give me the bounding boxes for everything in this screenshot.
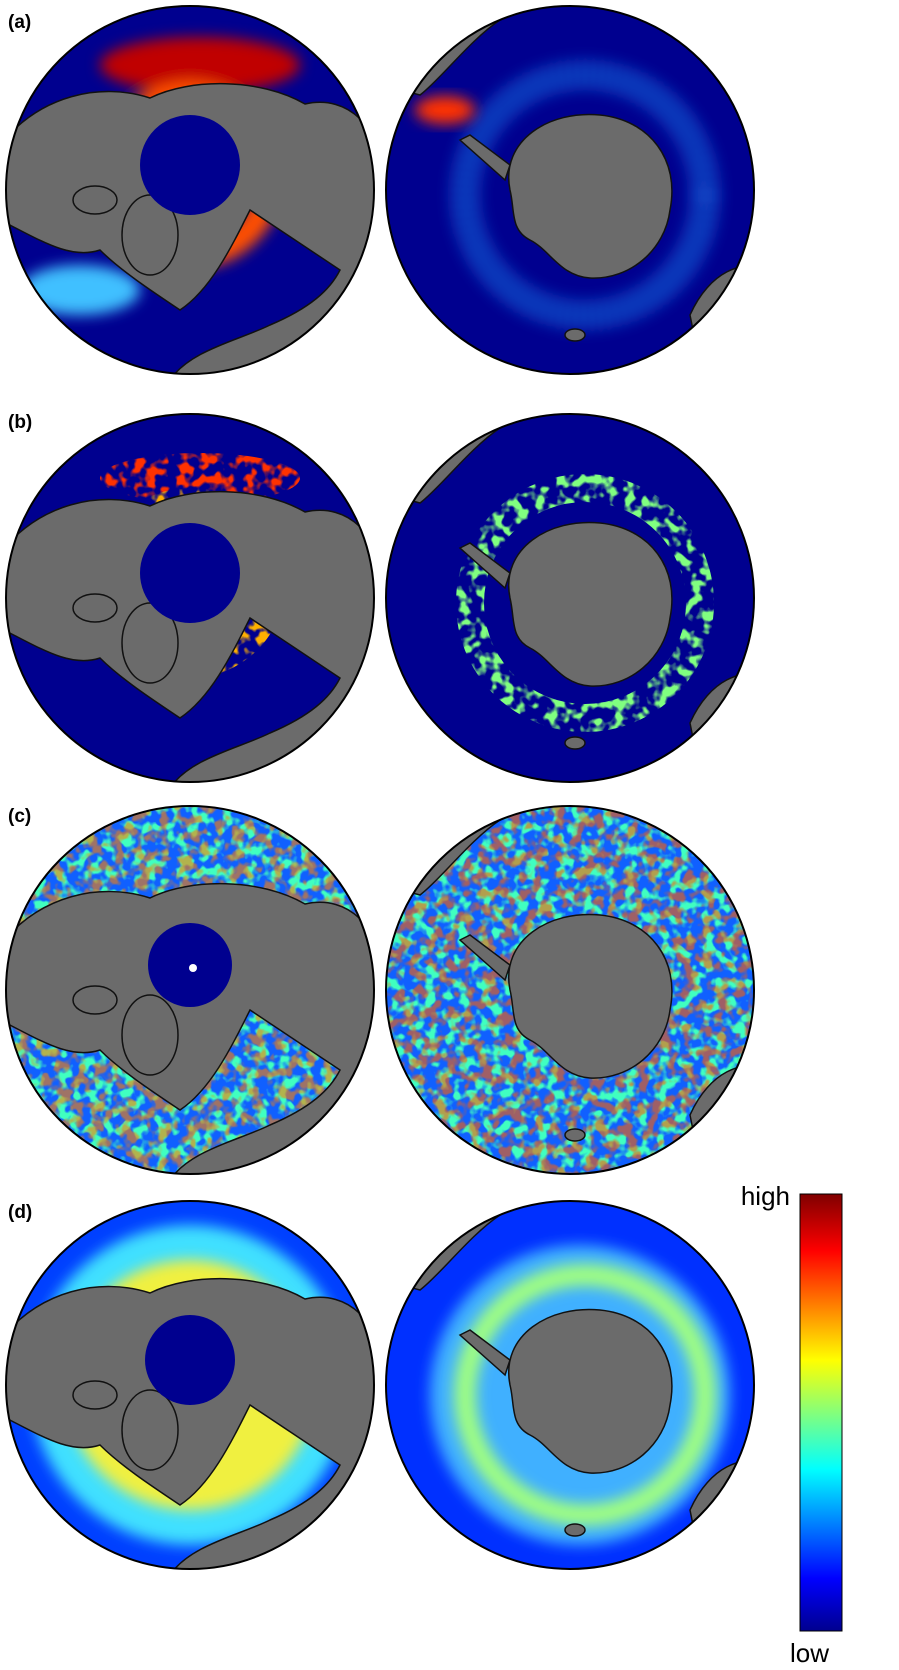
globe-north <box>5 5 375 375</box>
globe-north <box>5 413 375 783</box>
panel-label: (c) <box>8 806 31 827</box>
globe-south <box>385 413 755 783</box>
panel-label: (a) <box>8 12 31 33</box>
globe-south <box>385 805 755 1175</box>
globe-north <box>5 1200 375 1570</box>
panel-label: (d) <box>8 1202 32 1223</box>
colorbar-high-label: high <box>741 1181 790 1211</box>
globe-south <box>385 1200 755 1570</box>
colorbar-low-label: low <box>790 1638 829 1668</box>
panel-label: (b) <box>8 412 32 433</box>
globe-south <box>385 5 755 375</box>
colorbar <box>799 1193 843 1632</box>
